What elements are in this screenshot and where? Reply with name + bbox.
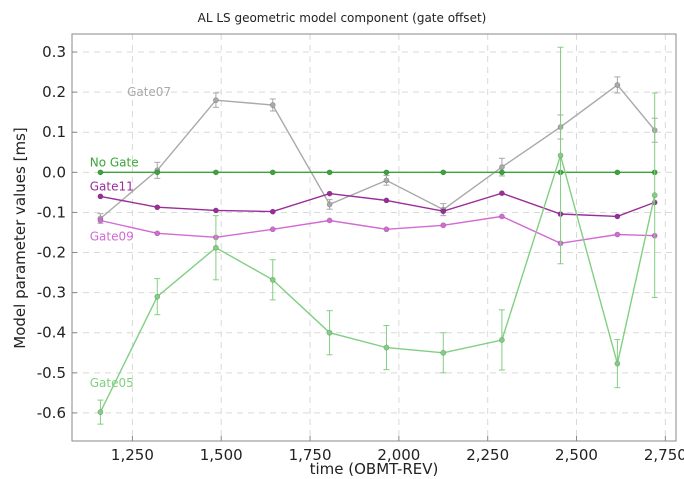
data-point bbox=[97, 409, 104, 416]
y-tick-label: -0.2 bbox=[37, 244, 66, 262]
data-point bbox=[326, 169, 333, 176]
series-label-gate05: Gate05 bbox=[90, 376, 134, 390]
data-point bbox=[499, 213, 505, 220]
series-gate09 bbox=[97, 213, 658, 247]
data-point bbox=[154, 204, 161, 211]
x-tick-label: 2,500 bbox=[555, 446, 598, 464]
data-point bbox=[383, 177, 390, 184]
data-point bbox=[499, 337, 505, 343]
data-point bbox=[499, 169, 505, 176]
x-tick-label: 2,250 bbox=[466, 446, 509, 464]
data-point bbox=[154, 293, 161, 300]
x-tick-label: 2,750 bbox=[644, 446, 684, 464]
x-tick-label: 2,000 bbox=[377, 446, 420, 464]
data-point bbox=[383, 169, 390, 176]
data-point bbox=[212, 97, 219, 104]
series-label-gate09: Gate09 bbox=[90, 229, 134, 243]
series-label-gate11: Gate11 bbox=[90, 179, 134, 193]
data-point bbox=[614, 169, 621, 176]
data-point bbox=[440, 169, 447, 176]
x-tick-label: 1,250 bbox=[111, 446, 154, 464]
chart-title: AL LS geometric model component (gate of… bbox=[198, 11, 487, 25]
data-point bbox=[499, 190, 505, 197]
series-gate05 bbox=[97, 46, 658, 425]
grid bbox=[72, 34, 676, 441]
y-tick-label: -0.1 bbox=[37, 203, 66, 221]
series-label-no-gate: No Gate bbox=[90, 155, 139, 169]
data-point bbox=[614, 360, 621, 367]
series-label-gate07: Gate07 bbox=[127, 85, 171, 99]
data-point bbox=[383, 197, 390, 204]
x-tick-label: 1,500 bbox=[200, 446, 243, 464]
y-tick-label: -0.5 bbox=[37, 364, 66, 382]
data-point bbox=[383, 344, 390, 351]
series-line-gate05 bbox=[99, 153, 656, 413]
y-tick-label: -0.3 bbox=[37, 284, 66, 302]
data-point bbox=[326, 190, 333, 197]
y-tick-label: 0.2 bbox=[42, 83, 66, 101]
data-point bbox=[614, 231, 621, 238]
data-point bbox=[383, 226, 390, 233]
data-point bbox=[97, 217, 104, 224]
data-point bbox=[557, 152, 564, 159]
y-tick-label: 0.1 bbox=[42, 123, 66, 141]
series-gate11 bbox=[97, 190, 658, 220]
y-axis-label: Model parameter values [ms] bbox=[11, 127, 29, 348]
data-point bbox=[154, 230, 161, 237]
series-group bbox=[97, 46, 658, 425]
data-point bbox=[326, 201, 333, 208]
axis-ticks: 1,250 1,500 1,750 2,000 2,250 2,500 2,750 -0.6 -… bbox=[37, 43, 684, 464]
y-tick-label: -0.6 bbox=[37, 404, 66, 422]
data-point bbox=[269, 276, 276, 283]
data-point bbox=[651, 192, 658, 199]
series-labels: Gate07 No Gate Gate11 Gate09 Gate05 bbox=[90, 85, 171, 390]
data-point bbox=[614, 213, 621, 220]
data-point bbox=[499, 164, 505, 171]
data-point bbox=[97, 169, 104, 176]
data-point bbox=[440, 222, 447, 229]
data-point bbox=[440, 208, 447, 215]
data-point bbox=[154, 169, 161, 176]
data-point bbox=[212, 244, 219, 251]
series-line-gate09 bbox=[100, 215, 655, 245]
data-point bbox=[269, 208, 276, 215]
data-point bbox=[212, 207, 219, 214]
data-point bbox=[269, 226, 276, 233]
series-no-gate bbox=[97, 169, 658, 176]
data-point bbox=[212, 169, 219, 176]
y-tick-label: 0.3 bbox=[42, 43, 66, 61]
data-point bbox=[269, 169, 276, 176]
data-point bbox=[440, 349, 447, 356]
data-point bbox=[326, 217, 333, 224]
y-tick-label: -0.4 bbox=[37, 324, 66, 342]
y-tick-label: 0.0 bbox=[42, 163, 66, 181]
data-point bbox=[97, 193, 104, 200]
plot-area bbox=[71, 33, 677, 442]
x-axis-label: time (OBMT-REV) bbox=[310, 460, 439, 478]
data-point bbox=[326, 329, 333, 336]
x-tick-label: 1,750 bbox=[289, 446, 332, 464]
data-point bbox=[269, 102, 276, 108]
data-point bbox=[614, 82, 621, 88]
